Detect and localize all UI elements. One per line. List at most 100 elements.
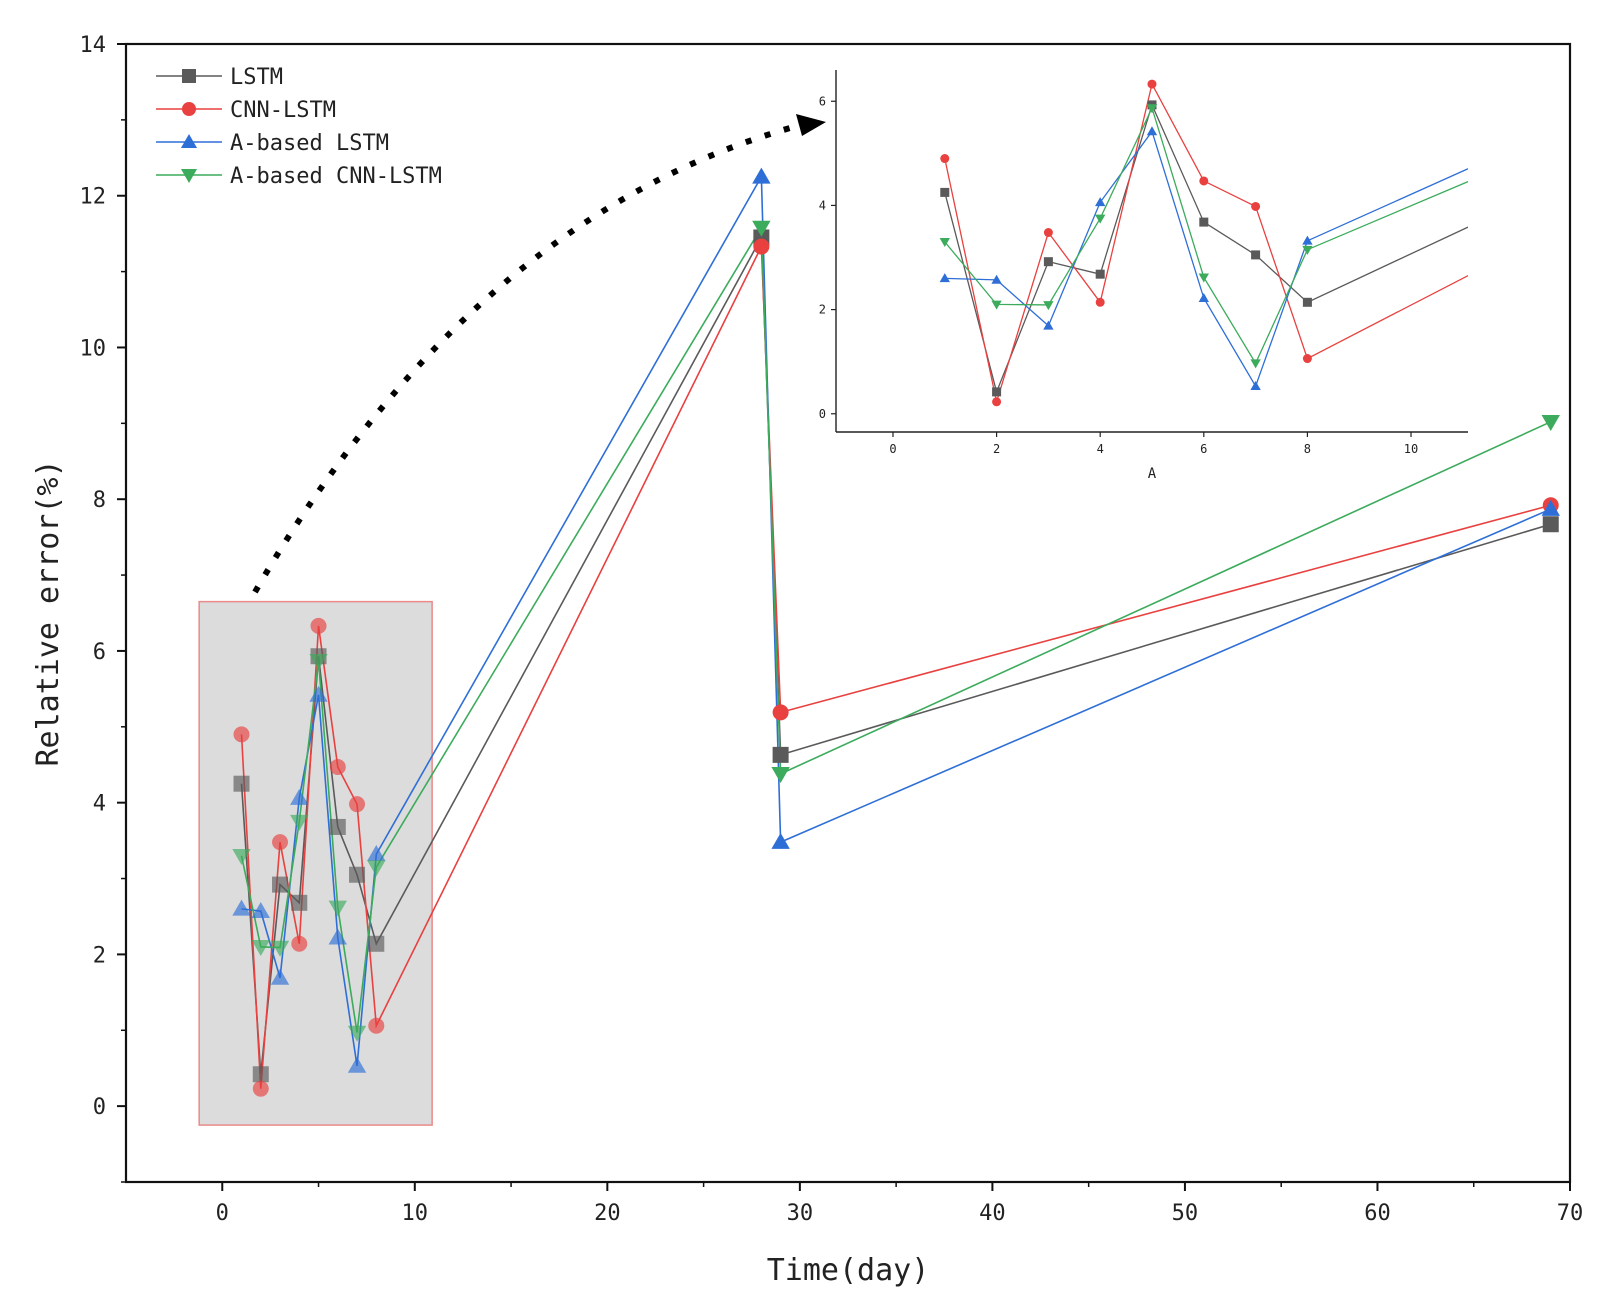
main-series-layer xyxy=(232,167,1560,1097)
inset-y-tick-label: 4 xyxy=(819,198,826,212)
data-point xyxy=(270,968,290,985)
inset-data-point xyxy=(940,187,950,197)
legend-label: A-based CNN-LSTM xyxy=(230,164,442,189)
inset-data-point xyxy=(1043,320,1054,330)
data-point xyxy=(309,653,328,670)
data-point xyxy=(272,876,289,893)
inset-data-point xyxy=(992,387,1002,397)
zoom-arrow-path xyxy=(252,125,791,594)
inset-data-point xyxy=(991,300,1002,310)
inset-line-lstm xyxy=(944,103,1468,394)
data-point xyxy=(347,1025,367,1042)
data-point xyxy=(251,901,270,918)
inset-series-layer xyxy=(939,79,1468,407)
data-point xyxy=(328,928,347,945)
series-line-lstm xyxy=(240,234,1551,1075)
data-point xyxy=(752,167,771,184)
x-tick-label: 30 xyxy=(787,1201,814,1226)
data-point xyxy=(251,940,270,957)
inset-markers-a-based-cnn-lstm xyxy=(939,104,1313,369)
data-point xyxy=(252,1080,269,1097)
data-point xyxy=(291,935,308,952)
data-point xyxy=(349,866,366,883)
inset-line-a-based-lstm xyxy=(944,130,1468,388)
inset-data-point xyxy=(940,154,950,164)
series-lstm xyxy=(240,234,1551,1075)
y-tick-label: 10 xyxy=(80,336,107,361)
inset-data-point xyxy=(1146,104,1158,114)
y-tick-label: 6 xyxy=(93,640,106,665)
y-tick-label: 12 xyxy=(80,185,107,210)
x-tick-label: 50 xyxy=(1172,1201,1199,1226)
inset-data-point xyxy=(1199,217,1209,227)
y-tick-label: 0 xyxy=(93,1095,106,1120)
data-point xyxy=(329,818,346,835)
inset-x-tick-label: 8 xyxy=(1304,442,1311,456)
data-point xyxy=(232,848,251,865)
inset-markers-a-based-lstm xyxy=(939,126,1313,390)
series-line-a-based-lstm xyxy=(241,173,1552,1067)
series-a-based-lstm xyxy=(241,173,1552,1067)
legend-marker xyxy=(182,102,196,116)
inset-data-point xyxy=(1095,269,1105,279)
series-markers-a-based-lstm xyxy=(232,167,1560,1073)
inset-data-point xyxy=(1095,214,1106,224)
data-point xyxy=(367,845,386,862)
y-tick-label: 14 xyxy=(80,33,107,58)
inset-x-tick-label: 2 xyxy=(993,442,1000,456)
inset-y-tick-label: 2 xyxy=(819,303,826,317)
legend-item-lstm: LSTM xyxy=(156,65,283,90)
legend-item-a-based-lstm: A-based LSTM xyxy=(156,131,389,156)
inset-data-point xyxy=(992,397,1002,407)
inset-data-point xyxy=(1043,228,1053,238)
y-tick-label: 2 xyxy=(93,943,106,968)
data-point xyxy=(252,1066,269,1083)
y-tick-label: 8 xyxy=(93,488,106,513)
legend-label: A-based LSTM xyxy=(230,131,389,156)
legend-marker xyxy=(180,133,198,148)
legend-label: CNN-LSTM xyxy=(230,98,336,123)
data-point xyxy=(233,775,250,792)
data-point xyxy=(233,726,250,743)
x-tick-label: 60 xyxy=(1364,1201,1391,1226)
inset-markers-cnn-lstm xyxy=(940,79,1312,407)
legend-marker xyxy=(180,169,198,184)
inset-data-point xyxy=(1302,245,1313,255)
inset-data-point xyxy=(1251,250,1261,260)
data-point xyxy=(310,617,327,634)
inset-data-point xyxy=(1043,257,1053,267)
plot-frame xyxy=(124,42,1572,1184)
inset-markers-lstm xyxy=(940,100,1312,397)
data-point xyxy=(1541,499,1560,516)
inset-chart: 0 2 4 6 8 10 0 2 4 6 A xyxy=(819,70,1468,482)
zoom-arrow-layer xyxy=(252,114,826,594)
legend-label: LSTM xyxy=(230,65,283,90)
inset-data-point xyxy=(1250,359,1261,369)
data-point xyxy=(753,238,770,255)
legend-item-a-based-cnn-lstm: A-based CNN-LSTM xyxy=(156,164,442,189)
inset-y-tick-label: 0 xyxy=(819,407,826,421)
data-point xyxy=(772,746,789,763)
inset-line-cnn-lstm xyxy=(944,82,1468,405)
inset-data-point xyxy=(1147,79,1157,89)
inset-x-tick-label: 4 xyxy=(1097,442,1104,456)
series-markers-a-based-cnn-lstm xyxy=(232,220,1560,1042)
data-point xyxy=(329,759,346,776)
y-axis-title: Relative error(%) xyxy=(31,459,66,766)
data-point xyxy=(290,814,309,831)
inset-x-tick-label: 6 xyxy=(1200,442,1207,456)
x-tick-label: 0 xyxy=(216,1201,229,1226)
data-point xyxy=(309,685,328,702)
data-point xyxy=(328,900,347,917)
data-point xyxy=(368,1017,385,1034)
inset-data-point xyxy=(1146,126,1158,136)
inset-data-point xyxy=(939,273,950,283)
data-point xyxy=(347,1056,367,1073)
x-tick-label: 10 xyxy=(402,1201,429,1226)
data-point xyxy=(771,767,790,784)
data-point xyxy=(1542,516,1559,533)
data-point xyxy=(272,834,289,851)
inset-data-point xyxy=(1302,297,1312,307)
inset-data-point xyxy=(1251,201,1261,211)
inset-data-point xyxy=(1250,380,1261,390)
